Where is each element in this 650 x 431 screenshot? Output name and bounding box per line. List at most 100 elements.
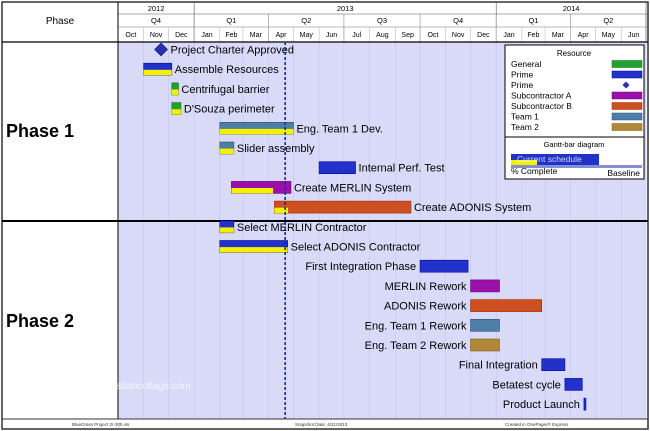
footer-right: Created in OnePager® Express	[505, 421, 569, 427]
task-row: First Integration Phase	[305, 259, 469, 273]
year-label: 2013	[337, 4, 354, 13]
legend-swatch-diamond	[622, 81, 630, 89]
month-label: Aug	[376, 32, 389, 39]
task-label: Assemble Resources	[175, 64, 279, 76]
task-row: Betatest cycle	[492, 378, 583, 391]
legend-title: Resource	[557, 49, 592, 58]
quarter-label: Q4	[151, 16, 161, 25]
timeline-header: Phase 2012 2013 2014 Q4 Q1 Q2 Q3 Q4 Q1 Q2 Oct Nov De…	[46, 2, 648, 42]
watermark-text: www.heritagechristiancollage.com	[39, 381, 191, 392]
task-bar	[583, 397, 587, 411]
gantt-key-baseline-label: Baseline	[607, 168, 640, 178]
task-row: Product Launch	[503, 397, 587, 411]
task-label: Eng. Team 2 Rework	[365, 340, 467, 352]
month-label: Feb	[225, 32, 237, 39]
legend-swatch	[611, 112, 643, 121]
quarter-label: Q2	[301, 16, 311, 25]
task-label: ADONIS Rework	[384, 301, 467, 313]
task-label: Centrifugal barrier	[181, 84, 269, 96]
year-label: 2014	[563, 4, 580, 13]
legend-item-label: Team 1	[511, 112, 539, 122]
task-label: Betatest cycle	[492, 379, 560, 391]
month-label: Feb	[527, 32, 539, 39]
legend-item-label: Team 2	[511, 122, 539, 132]
phase-1-label: Phase 1	[6, 121, 74, 141]
month-label: Jul	[352, 32, 361, 39]
task-label: Eng. Team 1 Rework	[365, 320, 467, 332]
gantt-key-current-label: Current schedule	[517, 154, 582, 164]
phase-2-label: Phase 2	[6, 311, 74, 331]
task-row: ADONIS Rework	[384, 299, 543, 313]
task-bar	[470, 299, 543, 312]
month-label: Oct	[427, 32, 438, 39]
footer-left: BlueGrass Project 2r-305.xls	[72, 422, 130, 427]
gantt-key-title: Gantt-bar diagram	[544, 140, 605, 149]
month-label: May	[300, 32, 314, 39]
month-label: Apr	[578, 32, 590, 39]
quarter-label: Q1	[226, 16, 236, 25]
task-bar	[470, 338, 500, 352]
task-label: Eng. Team 1 Dev.	[296, 123, 382, 135]
task-row: Create MERLIN System	[231, 181, 411, 194]
month-label: Nov	[452, 32, 465, 39]
task-row: Eng. Team 1 Dev.	[219, 122, 383, 135]
month-label: Dec	[477, 32, 490, 39]
task-row: Assemble Resources	[143, 62, 279, 76]
month-label: May	[602, 32, 616, 39]
quarter-label: Q1	[528, 16, 538, 25]
task-row: Centrifugal barrier	[171, 82, 270, 96]
task-label: Slider assembly	[237, 143, 315, 155]
progress-fill	[219, 148, 234, 154]
legend-swatch	[611, 123, 643, 131]
task-row: Select ADONIS Contractor	[219, 240, 421, 254]
legend-item-label: Subcontractor A	[511, 91, 572, 101]
task-label: Project Charter Approved	[171, 45, 295, 57]
month-label: Apr	[276, 32, 288, 39]
task-row: Project Charter Approved	[154, 42, 295, 57]
task-label: Select ADONIS Contractor	[291, 242, 421, 254]
task-row: Eng. Team 2 Rework	[365, 338, 500, 352]
task-row: D'Souza perimeter	[171, 102, 275, 116]
task-bar	[541, 358, 566, 372]
month-label: Jan	[201, 32, 212, 39]
month-label: Jan	[503, 32, 514, 39]
legend-swatch	[611, 60, 643, 68]
task-label: Create ADONIS System	[414, 202, 531, 214]
legend-item-label: Prime	[511, 80, 533, 90]
task-label: Final Integration	[459, 360, 538, 372]
legend-swatch	[611, 102, 643, 110]
month-label: Jun	[628, 32, 639, 39]
task-row: MERLIN Rework	[385, 279, 500, 293]
task-row: Slider assembly	[219, 141, 315, 155]
task-row: Internal Perf. Test	[318, 161, 445, 175]
year-label: 2012	[148, 4, 165, 13]
task-row: Create ADONIS System	[274, 200, 531, 214]
resource-legend: Resource GeneralPrimePrimeSubcontractor …	[504, 44, 645, 180]
task-bar	[419, 259, 469, 273]
progress-fill	[219, 227, 234, 233]
milestone-diamond	[154, 42, 168, 57]
progress-fill	[171, 109, 181, 115]
gantt-key-baseline-bar	[511, 165, 642, 168]
month-label: Sep	[401, 32, 414, 39]
legend-item-label: Subcontractor B	[511, 101, 572, 111]
task-row: Final Integration	[459, 358, 566, 372]
progress-fill	[171, 89, 179, 95]
legend-swatch	[611, 70, 643, 79]
legend-item-label: Prime	[511, 70, 533, 80]
task-label: Internal Perf. Test	[359, 163, 445, 175]
task-label: Select MERLIN Contractor	[237, 222, 367, 234]
month-label: Mar	[250, 32, 263, 39]
task-label: D'Souza perimeter	[184, 104, 275, 116]
task-row: Select MERLIN Contractor	[219, 220, 367, 234]
month-label: Oct	[125, 32, 136, 39]
month-label: Nov	[150, 32, 163, 39]
month-label: Jun	[326, 32, 337, 39]
gantt-key-progress	[511, 160, 537, 165]
task-bar	[564, 378, 583, 391]
month-label: Mar	[552, 32, 565, 39]
task-bar	[318, 161, 356, 174]
